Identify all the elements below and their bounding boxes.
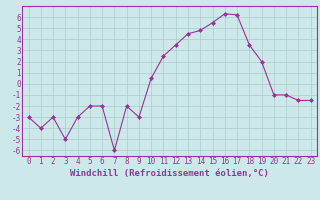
X-axis label: Windchill (Refroidissement éolien,°C): Windchill (Refroidissement éolien,°C) (70, 169, 269, 178)
